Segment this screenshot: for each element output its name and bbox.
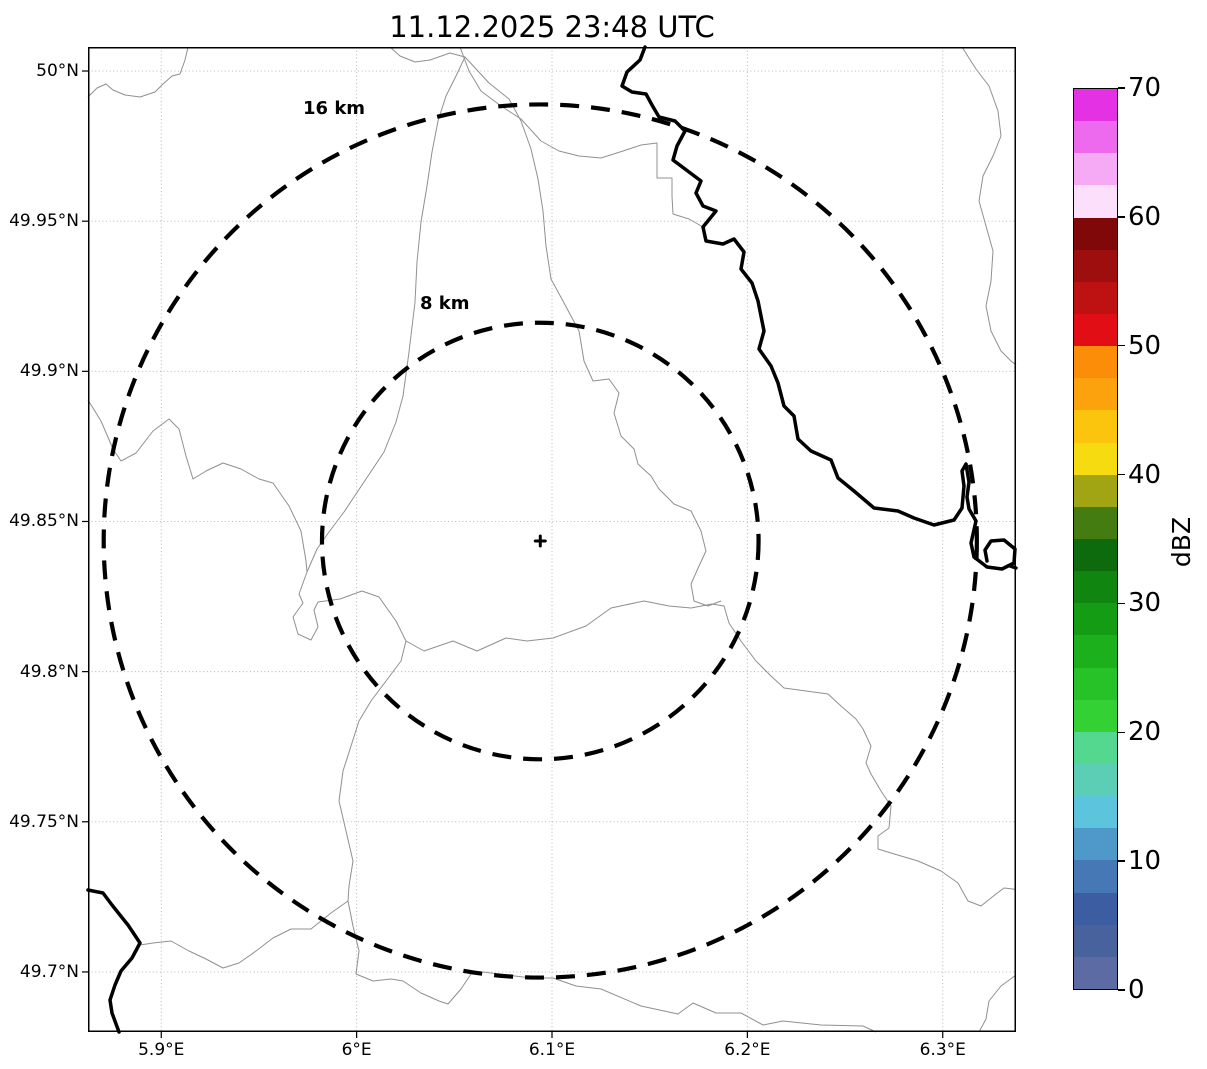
colorbar-tick-label: 50 bbox=[1128, 330, 1162, 361]
colorbar-segment bbox=[1074, 474, 1117, 507]
colorbar-segment bbox=[1074, 796, 1117, 829]
colorbar-segment bbox=[1074, 217, 1117, 250]
colorbar-segment bbox=[1074, 442, 1117, 475]
colorbar-segment bbox=[1074, 506, 1117, 539]
colorbar-segment bbox=[1074, 924, 1117, 957]
y-tick-label: 49.8°N bbox=[19, 661, 79, 682]
colorbar-unit-label: dBZ bbox=[1167, 516, 1196, 568]
colorbar-segment bbox=[1074, 313, 1117, 347]
ring-label-8km: 8 km bbox=[420, 293, 470, 314]
page-title: 11.12.2025 23:48 UTC bbox=[389, 10, 715, 44]
colorbar-tick-mark bbox=[1118, 216, 1125, 218]
colorbar-tick-mark bbox=[1118, 602, 1125, 605]
colorbar-tick-label: 70 bbox=[1128, 73, 1162, 103]
colorbar-tick-mark bbox=[1118, 860, 1125, 862]
colorbar-tick-mark bbox=[1118, 344, 1125, 347]
colorbar-segment bbox=[1074, 667, 1117, 700]
colorbar-tick-mark bbox=[1118, 87, 1125, 89]
colorbar-segment bbox=[1074, 185, 1117, 218]
colorbar-segment bbox=[1074, 635, 1117, 668]
colorbar-segment bbox=[1074, 346, 1117, 379]
colorbar-tick-label: 60 bbox=[1128, 201, 1162, 232]
colorbar-tick-mark bbox=[1118, 989, 1125, 991]
x-tick-label: 6°E bbox=[341, 1040, 372, 1060]
y-tick-label: 49.85°N bbox=[9, 511, 79, 532]
colorbar-segment bbox=[1074, 153, 1117, 186]
colorbar-segment bbox=[1074, 249, 1117, 282]
colorbar-segment bbox=[1074, 699, 1117, 732]
colorbar-segment bbox=[1074, 956, 1117, 989]
x-tick-label: 6.3°E bbox=[919, 1040, 966, 1060]
colorbar-segment bbox=[1074, 892, 1117, 925]
x-tick-label: 5.9°E bbox=[138, 1040, 185, 1060]
colorbar-segment bbox=[1074, 603, 1117, 636]
colorbar bbox=[1073, 88, 1118, 990]
ring-label-16km: 16 km bbox=[303, 98, 366, 119]
region-boundary-lines bbox=[87, 46, 1017, 1033]
colorbar-tick-label: 40 bbox=[1128, 459, 1162, 490]
colorbar-tick-label: 20 bbox=[1128, 717, 1162, 748]
y-tick-label: 49.7°N bbox=[19, 961, 79, 982]
x-tick-label: 6.2°E bbox=[724, 1040, 771, 1060]
x-tick-label: 6.1°E bbox=[528, 1040, 576, 1060]
colorbar-tick-label: 30 bbox=[1128, 588, 1162, 619]
colorbar-segment bbox=[1074, 828, 1117, 861]
colorbar-segment bbox=[1074, 121, 1117, 154]
colorbar-segment bbox=[1074, 731, 1117, 764]
map-canvas bbox=[82, 45, 1018, 1038]
colorbar-tick-label: 0 bbox=[1128, 975, 1145, 1005]
colorbar-segment bbox=[1074, 378, 1117, 411]
colorbar-segment bbox=[1074, 571, 1117, 604]
y-tick-label: 49.75°N bbox=[9, 811, 79, 832]
radar-center-marker bbox=[533, 534, 547, 548]
colorbar-tick-mark bbox=[1118, 731, 1125, 734]
y-tick-label: 50°N bbox=[36, 61, 79, 82]
y-tick-label: 49.9°N bbox=[19, 361, 79, 382]
range-rings bbox=[101, 102, 979, 980]
colorbar-segment bbox=[1074, 281, 1117, 314]
grid-lines bbox=[88, 47, 1016, 1032]
colorbar-segment bbox=[1074, 538, 1117, 572]
y-tick-label: 49.95°N bbox=[9, 211, 79, 232]
colorbar-segment bbox=[1074, 860, 1117, 893]
axis-tick-marks bbox=[82, 70, 944, 1038]
colorbar-segment bbox=[1074, 410, 1117, 443]
colorbar-tick-mark bbox=[1118, 473, 1125, 476]
map-frame bbox=[88, 47, 1016, 1032]
colorbar-segment bbox=[1074, 89, 1117, 122]
colorbar-segment bbox=[1074, 763, 1117, 797]
colorbar-tick-label: 10 bbox=[1128, 846, 1162, 877]
